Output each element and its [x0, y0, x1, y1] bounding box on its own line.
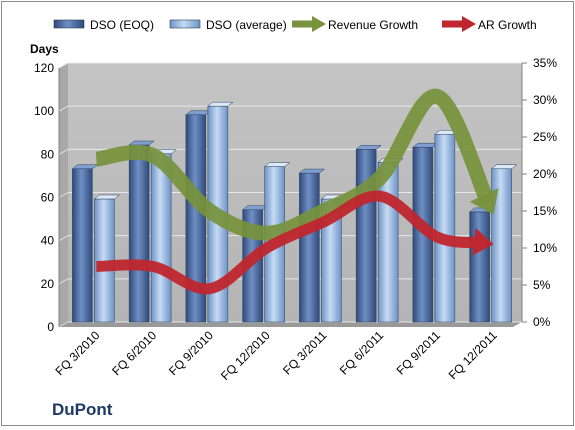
growth-line-revenue	[95, 88, 495, 241]
bar-top	[355, 145, 382, 150]
bar	[128, 144, 150, 323]
y-tick-label: 40	[41, 234, 55, 248]
bar	[150, 153, 172, 323]
brand-label: DuPont	[52, 400, 113, 419]
y-tick-label: 80	[41, 147, 55, 161]
legend-item: DSO (EOQ)	[53, 18, 154, 32]
x-tick-label: FQ 9/2010	[166, 328, 216, 378]
x-tick-label: FQ 6/2011	[337, 328, 387, 378]
x-tick-label: FQ 3/2011	[280, 328, 330, 378]
growth-arrowhead	[469, 187, 499, 215]
legend-arrow	[462, 16, 476, 32]
bar-top	[263, 162, 291, 167]
y2-tick-label: 15%	[533, 204, 557, 218]
legend-label: DSO (EOQ)	[90, 18, 154, 32]
gridline-wall	[58, 278, 69, 285]
x-axis-ticks: FQ 3/2010 FQ 6/2010 FQ 9/2010 FQ 12/2010 FQ …	[53, 328, 500, 383]
bar-top	[207, 101, 234, 107]
bar-top	[128, 140, 155, 146]
growth-line-ar	[96, 190, 483, 295]
plot-floor	[59, 322, 522, 327]
chart: DSO (EOQ) DSO (average) Revenue Growth AR G…	[30, 16, 557, 419]
legend-label: AR Growth	[478, 18, 537, 32]
y2-tick-label: 20%	[533, 167, 557, 181]
bar-top	[298, 168, 326, 174]
x-tick-label: FQ 6/2010	[109, 328, 159, 378]
y2-tick-label: 30%	[533, 93, 557, 107]
legend-swatch	[53, 19, 85, 29]
y2-axis-ticks: 0% 5% 10% 15% 20% 25% 30% 35%	[521, 56, 557, 329]
y2-tick-label: 35%	[533, 56, 557, 70]
legend-label: DSO (average)	[206, 18, 287, 32]
x-tick-label: FQ 12/2011	[446, 328, 500, 382]
legend-arrow	[312, 16, 326, 32]
legend-item: Revenue Growth	[292, 16, 418, 32]
growth-lines	[95, 88, 499, 295]
legend: DSO (EOQ) DSO (average) Revenue Growth AR G…	[53, 16, 537, 32]
gridline-wall	[58, 321, 69, 328]
y2-tick-label: 25%	[533, 130, 557, 144]
gridline-wall	[58, 105, 69, 112]
bar	[299, 172, 320, 323]
legend-item: DSO (average)	[169, 18, 287, 32]
bar-top	[93, 194, 121, 200]
y2-tick-label: 5%	[533, 278, 551, 292]
gridline-wall	[58, 148, 69, 155]
x-tick-label: FQ 3/2010	[53, 328, 103, 378]
legend-label: Revenue Growth	[328, 18, 418, 32]
bar-top	[490, 164, 518, 170]
y2-tick-label: 0%	[533, 315, 551, 329]
bar	[434, 133, 456, 323]
bar	[469, 211, 490, 323]
y-tick-label: 20	[41, 277, 55, 291]
gridline-wall	[58, 62, 69, 69]
y-tick-label: 0	[47, 320, 54, 334]
y-tick-label: 100	[34, 104, 54, 118]
gridline-wall	[58, 192, 69, 198]
growth-arrowhead	[471, 227, 494, 256]
y-axis-ticks: 0 20 40 60 80 100 120	[34, 61, 60, 334]
x-tick-label: FQ 9/2011	[394, 328, 444, 378]
y-tick-label: 120	[34, 61, 54, 75]
y-axis-title: Days	[30, 42, 59, 56]
x-tick-label: FQ 12/2010	[218, 328, 273, 383]
legend-swatch	[169, 19, 201, 29]
y-tick-label: 60	[41, 191, 55, 205]
gridline-wall	[58, 235, 69, 242]
y2-tick-label: 10%	[533, 241, 557, 255]
legend-item: AR Growth	[442, 16, 537, 32]
bar	[72, 168, 93, 323]
